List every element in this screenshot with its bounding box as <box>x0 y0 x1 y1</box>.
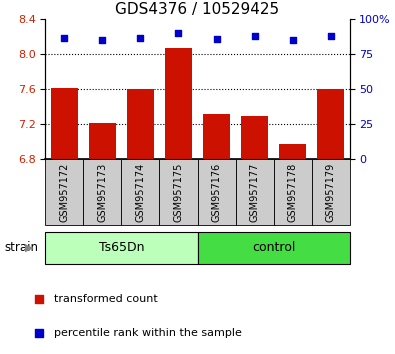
Text: Ts65Dn: Ts65Dn <box>99 241 144 254</box>
Bar <box>235 159 274 225</box>
Bar <box>83 159 122 225</box>
Bar <box>198 159 235 225</box>
Text: GSM957177: GSM957177 <box>250 162 260 222</box>
Text: percentile rank within the sample: percentile rank within the sample <box>54 328 242 338</box>
Bar <box>51 88 78 159</box>
Point <box>251 33 258 39</box>
Point <box>137 35 144 40</box>
Text: GSM957178: GSM957178 <box>288 162 297 222</box>
Bar <box>312 159 350 225</box>
Point <box>175 31 182 36</box>
Point <box>99 38 105 43</box>
Text: control: control <box>252 241 295 254</box>
Text: strain: strain <box>4 241 38 254</box>
Bar <box>89 124 116 159</box>
Text: GSM957175: GSM957175 <box>173 162 184 222</box>
Text: GSM957174: GSM957174 <box>135 162 145 222</box>
Text: ▶: ▶ <box>25 243 34 253</box>
Bar <box>165 48 192 159</box>
Bar <box>203 114 230 159</box>
Point <box>36 297 42 302</box>
Bar <box>160 159 198 225</box>
Text: GSM957176: GSM957176 <box>211 162 222 222</box>
Bar <box>279 144 306 159</box>
Text: transformed count: transformed count <box>54 295 158 304</box>
Point <box>61 35 68 40</box>
Bar <box>241 116 268 159</box>
Text: GSM957173: GSM957173 <box>98 162 107 222</box>
Bar <box>45 159 83 225</box>
Bar <box>127 90 154 159</box>
Bar <box>45 232 198 264</box>
Point <box>36 330 42 336</box>
Point <box>290 38 296 43</box>
Text: GSM957179: GSM957179 <box>325 162 336 222</box>
Bar <box>198 232 350 264</box>
Text: GSM957172: GSM957172 <box>59 162 70 222</box>
Bar <box>273 159 312 225</box>
Bar <box>122 159 160 225</box>
Title: GDS4376 / 10529425: GDS4376 / 10529425 <box>115 2 280 17</box>
Point <box>327 33 334 39</box>
Bar <box>317 90 344 159</box>
Point <box>213 36 220 42</box>
